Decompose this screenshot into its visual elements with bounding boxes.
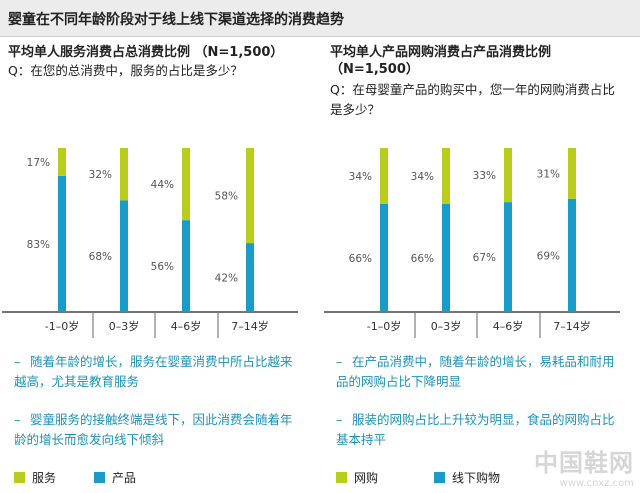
left-chart-bar-top-1 (58, 148, 66, 176)
left-legend: 服务 产品 (14, 469, 304, 487)
left-chart-bar-bottom-2 (120, 200, 128, 312)
right-chart-label-top-2: 34% (411, 171, 434, 183)
left-chart-category-3: 4–6岁 (171, 319, 202, 333)
right-legend-swatch-online (336, 472, 347, 483)
left-chart-bar-bottom-4 (246, 243, 254, 312)
right-chart-bar-bottom-1 (380, 203, 388, 312)
watermark-name: 中国鞋网 (534, 449, 634, 477)
right-note-2-text: 服装的网购占比上升较为明显，食品的网购占比基本持平 (336, 412, 615, 447)
left-chart-bar-top-4 (246, 148, 254, 244)
left-note-2-text: 婴童服务的接触终端是线下，因此消费会随着年龄的增长而愈发向线下倾斜 (14, 412, 293, 447)
right-chart-bar-bottom-2 (442, 203, 450, 312)
right-note-1: – 在产品消费中，随着年龄的增长，易耗品和耐用品的网购占比下降明显 (336, 352, 626, 392)
right-chart-category-1: -1–0岁 (367, 319, 401, 333)
title-bar: 婴童在不同年龄阶段对于线上线下渠道选择的消费趋势 (0, 0, 640, 37)
left-chart-question: Q：在您的总消费中，服务的占比是多少？ (8, 63, 243, 78)
left-chart-bar-top-2 (120, 148, 128, 201)
right-chart-bar-top-1 (380, 148, 388, 204)
left-legend-label-product: 产品 (112, 471, 137, 485)
right-chart-category-4: 7–14岁 (553, 319, 591, 333)
left-legend-label-service: 服务 (32, 471, 57, 485)
left-chart-bar-bottom-1 (58, 175, 66, 312)
right-chart-label-bottom-2: 66% (411, 253, 434, 265)
right-stacked-bar-chart: 66% 34% -1–0岁 66% 34% 0–3岁 67% 33% 4–6岁 69% 31% 7–1… (324, 148, 620, 338)
right-chart-bar-top-4 (568, 148, 576, 199)
left-note-1-text: 随着年龄的增长，服务在婴童消费中所占比越来越高，尤其是教育服务 (14, 354, 293, 389)
right-legend-label-offline: 线下购物 (452, 471, 501, 485)
left-chart-category-4: 7–14岁 (231, 319, 269, 333)
left-chart-title: 平均单人服务消费占总消费比例 （N=1,500） (8, 45, 284, 60)
left-chart-label-top-1: 17% (27, 157, 50, 169)
right-note-2: – 服装的网购占比上升较为明显，食品的网购占比基本持平 (336, 410, 626, 450)
right-note-1-dash: – (336, 354, 343, 369)
right-chart-bar-bottom-4 (568, 198, 576, 312)
left-legend-swatch-product (94, 472, 105, 483)
left-chart-bar-top-3 (182, 148, 190, 221)
left-note-1-dash: – (14, 354, 21, 369)
right-note-1-text: 在产品消费中，随着年龄的增长，易耗品和耐用品的网购占比下降明显 (336, 354, 615, 389)
left-chart-label-bottom-4: 42% (215, 273, 238, 285)
right-legend: 网购 线下购物 (336, 469, 626, 487)
left-chart-label-bottom-2: 68% (89, 251, 112, 263)
right-chart-label-top-4: 31% (537, 168, 560, 180)
right-legend-swatch-offline (434, 472, 445, 483)
right-chart-label-top-3: 33% (473, 170, 496, 182)
right-chart-bar-top-2 (442, 148, 450, 204)
left-chart-category-1: -1–0岁 (45, 319, 79, 333)
left-legend-swatch-service (14, 472, 25, 483)
right-legend-label-online: 网购 (354, 471, 379, 485)
right-chart-bar-top-3 (504, 148, 512, 203)
right-chart-label-bottom-3: 67% (473, 252, 496, 264)
watermark-url: www.cnxz.com (559, 478, 634, 489)
left-note-1: – 随着年龄的增长，服务在婴童消费中所占比越来越高，尤其是教育服务 (14, 352, 304, 392)
right-chart-bar-bottom-3 (504, 202, 512, 312)
left-chart-label-bottom-1: 83% (27, 239, 50, 251)
right-chart-label-bottom-1: 66% (349, 253, 372, 265)
left-stacked-bar-chart: 83% 17% -1–0岁 68% 32% 0–3岁 56% 44% 4–6岁 42% 58% 7–1… (2, 148, 298, 338)
left-panel: 平均单人服务消费占总消费比例 （N=1,500） Q：在您的总消费中，服务的占比… (0, 44, 305, 493)
right-panel: 平均单人产品网购消费占产品消费比例（N=1,500） Q：在母婴童产品的购买中，… (322, 44, 627, 493)
right-chart-label-top-1: 34% (349, 171, 372, 183)
left-chart-category-2: 0–3岁 (109, 319, 140, 333)
right-chart-question: Q：在母婴童产品的购买中，您一年的网购消费占比是多少？ (330, 82, 615, 117)
left-chart-label-top-3: 44% (151, 179, 174, 191)
left-chart-bar-bottom-3 (182, 220, 190, 312)
left-chart-label-top-4: 58% (215, 191, 238, 203)
watermark-logo: 中国鞋网 www.cnxz.com (534, 443, 634, 489)
left-note-2: – 婴童服务的接触终端是线下，因此消费会随着年龄的增长而愈发向线下倾斜 (14, 410, 304, 450)
left-chart-label-top-2: 32% (89, 169, 112, 181)
right-chart-category-3: 4–6岁 (493, 319, 524, 333)
left-note-2-dash: – (14, 412, 21, 427)
page-title: 婴童在不同年龄阶段对于线上线下渠道选择的消费趋势 (8, 12, 344, 28)
right-note-2-dash: – (336, 412, 343, 427)
right-chart-category-2: 0–3岁 (431, 319, 462, 333)
left-chart-label-bottom-3: 56% (151, 261, 174, 273)
right-chart-title: 平均单人产品网购消费占产品消费比例（N=1,500） (330, 45, 552, 77)
right-chart-label-bottom-4: 69% (537, 250, 560, 262)
